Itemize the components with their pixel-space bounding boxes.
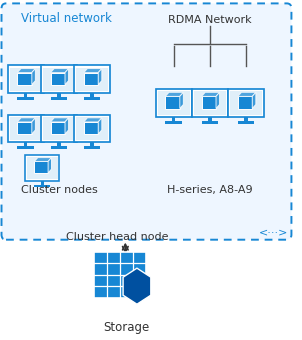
Polygon shape [123,268,151,304]
Bar [94,252,146,298]
Bar [208,117,212,121]
Bar [24,142,27,147]
Text: H-series, A8-A9: H-series, A8-A9 [167,185,253,195]
Text: Storage: Storage [104,321,150,334]
Polygon shape [18,69,35,73]
FancyBboxPatch shape [74,65,110,93]
Bar [24,93,27,97]
Polygon shape [34,158,52,162]
Text: Virtual network: Virtual network [21,12,112,25]
Bar [76,117,108,140]
FancyBboxPatch shape [228,89,264,117]
Bar [238,121,254,123]
Bar [244,117,248,121]
Polygon shape [48,158,52,173]
Bar [18,147,34,149]
Polygon shape [84,122,98,134]
Bar [34,185,50,187]
Polygon shape [84,118,102,122]
Bar [76,68,108,91]
Bar [10,117,42,140]
FancyBboxPatch shape [41,65,77,93]
Polygon shape [51,73,65,85]
Polygon shape [180,92,183,108]
Text: Cluster head node: Cluster head node [66,232,169,242]
Bar [90,142,94,147]
Polygon shape [34,162,48,173]
Polygon shape [202,97,216,108]
Polygon shape [18,118,35,122]
FancyBboxPatch shape [8,65,43,93]
Bar [51,147,67,149]
Bar [90,93,94,97]
Polygon shape [84,73,98,85]
Bar [43,117,75,140]
Bar [41,181,44,185]
Bar [43,68,75,91]
Polygon shape [65,69,69,85]
Polygon shape [238,97,252,108]
Polygon shape [18,73,32,85]
FancyBboxPatch shape [2,3,291,240]
Bar [230,91,262,115]
Bar [57,93,61,97]
Bar [27,157,58,179]
FancyBboxPatch shape [41,115,77,142]
Bar [84,97,100,100]
Polygon shape [165,92,183,97]
Bar [165,121,182,123]
Polygon shape [238,92,256,97]
Bar [51,97,67,100]
Polygon shape [65,118,69,134]
Bar [57,142,61,147]
FancyBboxPatch shape [156,89,191,117]
FancyBboxPatch shape [192,89,228,117]
Polygon shape [51,69,69,73]
Polygon shape [32,69,35,85]
Polygon shape [165,97,180,108]
Polygon shape [84,69,102,73]
FancyBboxPatch shape [74,115,110,142]
Text: Cluster nodes: Cluster nodes [21,185,97,195]
Polygon shape [18,122,32,134]
Polygon shape [32,118,35,134]
FancyBboxPatch shape [8,115,43,142]
FancyBboxPatch shape [25,155,59,181]
Bar [158,91,190,115]
Bar [18,97,34,100]
Bar [202,121,218,123]
Bar [84,147,100,149]
Polygon shape [216,92,220,108]
Polygon shape [51,122,65,134]
Polygon shape [252,92,256,108]
Text: <···>: <···> [259,228,288,238]
Bar [94,252,146,298]
Bar [10,68,42,91]
Polygon shape [202,92,220,97]
Polygon shape [98,118,102,134]
Polygon shape [51,118,69,122]
Polygon shape [98,69,102,85]
Bar [194,91,226,115]
Bar [172,117,175,121]
Text: RDMA Network: RDMA Network [168,15,252,25]
